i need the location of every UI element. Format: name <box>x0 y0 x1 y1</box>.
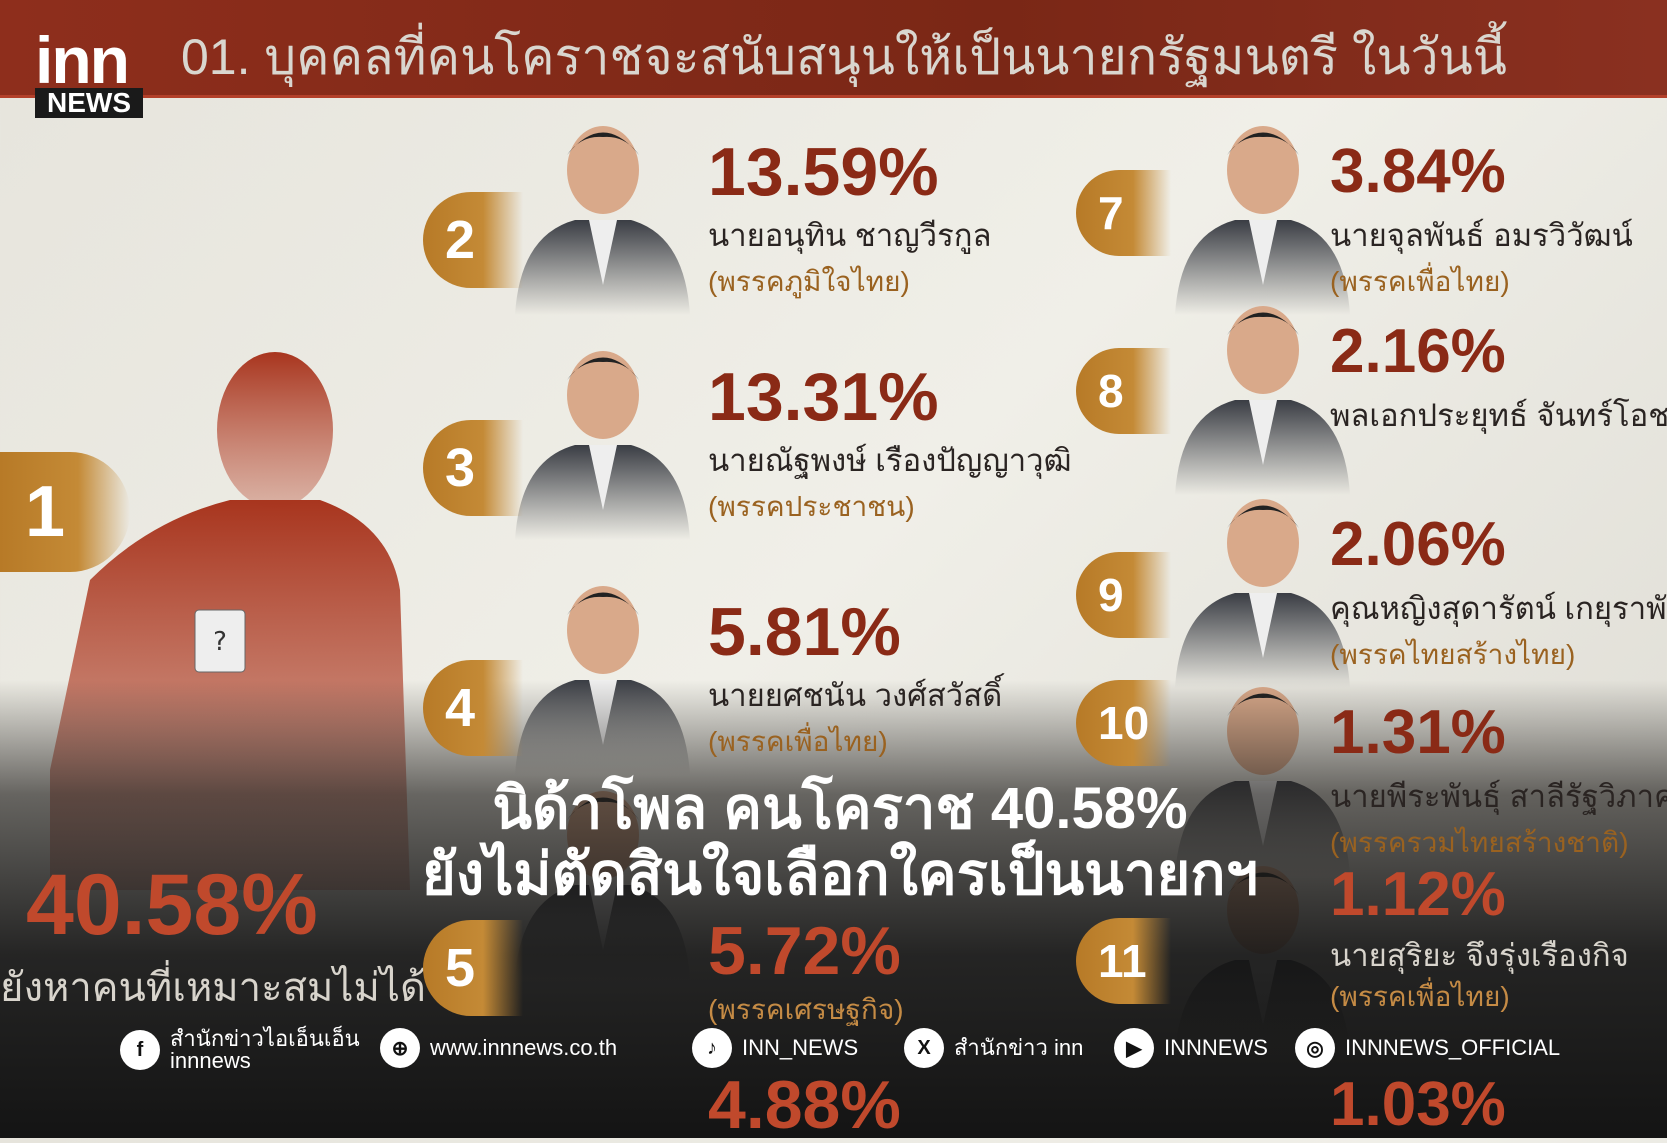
rank-badge-11: 11 <box>1076 918 1171 1004</box>
candidate-party: (พรรคเพื่อไทย) <box>1330 266 1510 297</box>
inn-news-logo: inn NEWS <box>35 27 175 118</box>
rank-badge-10: 10 <box>1076 680 1171 766</box>
candidate-photo <box>1175 126 1350 315</box>
candidate-name: นายณัฐพงษ์ เรืองปัญญาวุฒิ <box>708 443 1072 478</box>
tiktok-icon: ♪ <box>692 1028 732 1068</box>
candidate-party: (พรรคภูมิใจไทย) <box>708 266 910 297</box>
x-icon: X <box>904 1028 944 1068</box>
first-label: ยังหาคนที่เหมาะสมไม่ได้ <box>0 966 426 1010</box>
svg-text:?: ? <box>213 627 227 657</box>
candidate-percent: 2.16% <box>1330 317 1506 386</box>
candidate-name: นายจุลพันธ์ อมรวิวัฒน์ <box>1330 218 1633 253</box>
candidate-percent: 1.31% <box>1330 698 1506 767</box>
facebook-icon: f <box>120 1030 160 1070</box>
candidate-percent: 5.72% <box>708 913 901 989</box>
candidate-photo <box>1175 306 1350 495</box>
rank-badge-4: 4 <box>423 660 523 756</box>
page-title: 01. บุคคลที่คนโคราชจะสนับสนุนให้เป็นนายก… <box>181 29 1507 85</box>
candidate-name: พลเอกประยุทธ์ จันทร์โอชา <box>1330 398 1667 433</box>
rank-badge-2: 2 <box>423 192 523 288</box>
candidate-percent: 2.06% <box>1330 510 1506 579</box>
rank-badge-7: 7 <box>1076 170 1171 256</box>
candidate-photo <box>515 351 690 540</box>
partial-percent-right: 1.03% <box>1330 1070 1506 1139</box>
instagram-icon: ◎ <box>1295 1028 1335 1068</box>
candidate-party: (พรรคเพื่อไทย) <box>708 726 888 757</box>
youtube-icon: ▶ <box>1114 1028 1154 1068</box>
dark-overlay <box>0 680 1667 1138</box>
candidate-party: (พรรครวมไทยสร้างชาติ) <box>1330 827 1629 858</box>
candidate-name: นายยศชนัน วงศ์สวัสดิ์ <box>708 678 1003 713</box>
candidate-party: (พรรคเพื่อไทย) <box>1330 981 1510 1012</box>
rank-badge-5: 5 <box>423 920 523 1016</box>
candidate-party: (พรรคไทยสร้างไทย) <box>1330 639 1576 670</box>
headline-line-1: นิด้าโพล คนโคราช 40.58% <box>492 776 1188 841</box>
rank-badge-9: 9 <box>1076 552 1171 638</box>
header-bar <box>0 0 1667 98</box>
candidate-percent: 1.12% <box>1330 860 1506 929</box>
candidate-photo <box>515 126 690 315</box>
social-instagram[interactable]: ◎ INNNEWS_OFFICIAL <box>1295 1028 1560 1068</box>
candidate-percent: 5.81% <box>708 594 901 670</box>
social-tiktok[interactable]: ♪ INN_NEWS <box>692 1028 858 1068</box>
candidate-party: (พรรคเศรษฐกิจ) <box>708 994 904 1025</box>
candidate-name: คุณหญิงสุดารัตน์ เกยุราพันธุ์ <box>1330 591 1667 626</box>
candidate-party: (พรรคประชาชน) <box>708 491 915 522</box>
candidate-percent: 13.31% <box>708 359 939 435</box>
social-youtube[interactable]: ▶ INNNEWS <box>1114 1028 1268 1068</box>
candidate-percent: 3.84% <box>1330 137 1506 206</box>
candidate-name: นายพีระพันธุ์ สาลีรัฐวิภาค <box>1330 779 1667 814</box>
globe-icon: ⊕ <box>380 1028 420 1068</box>
partial-percent-mid: 4.88% <box>708 1067 901 1143</box>
rank-badge-1: 1 <box>0 452 130 572</box>
candidate-photo <box>1175 499 1350 688</box>
social-facebook[interactable]: f สำนักข่าวไอเอ็นเอ็น innnews <box>120 1028 360 1072</box>
headline-line-2: ยังไม่ตัดสินใจเลือกใครเป็นนายกฯ <box>421 842 1259 907</box>
social-globe[interactable]: ⊕ www.innnews.co.th <box>380 1028 617 1068</box>
social-x[interactable]: X สำนักข่าว inn <box>904 1028 1083 1068</box>
candidate-name: นายสุริยะ จึงรุ่งเรืองกิจ <box>1330 938 1629 973</box>
rank-badge-8: 8 <box>1076 348 1171 434</box>
candidate-name: นายอนุทิน ชาญวีรกูล <box>708 218 992 253</box>
first-percent: 40.58% <box>26 857 318 953</box>
candidate-percent: 13.59% <box>708 134 939 210</box>
rank-badge-3: 3 <box>423 420 523 516</box>
